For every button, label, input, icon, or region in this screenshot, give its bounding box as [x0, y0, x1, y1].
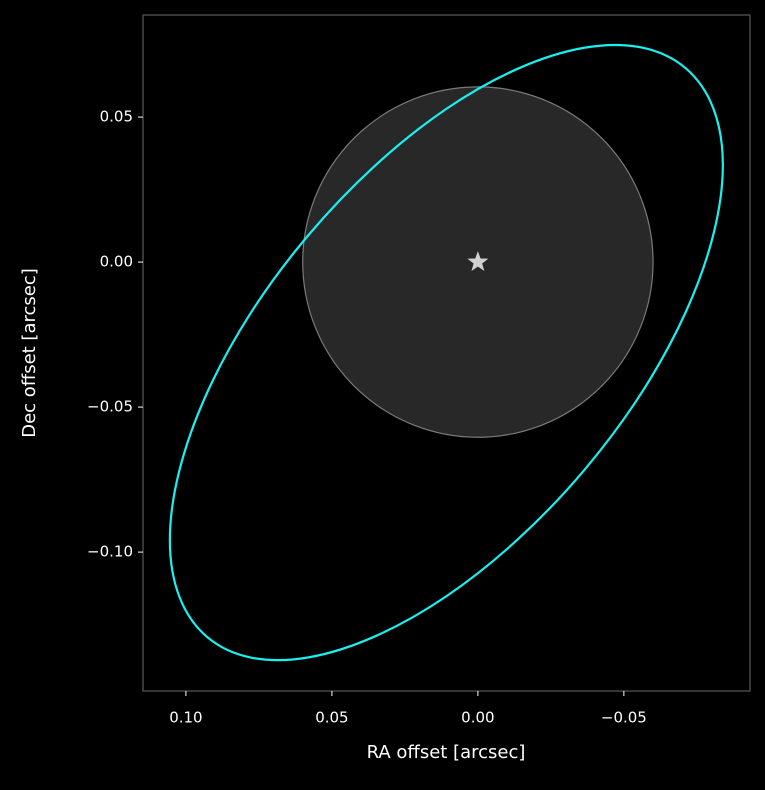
- x-axis-label: RA offset [arcsec]: [367, 742, 526, 763]
- y-axis-label: Dec offset [arcsec]: [19, 268, 40, 438]
- orbit-line: [168, 43, 724, 662]
- x-tick-label: 0.05: [315, 709, 348, 727]
- star-marker: [467, 251, 489, 271]
- x-tick-label: 0.10: [169, 709, 202, 727]
- x-tick-label: −0.05: [601, 709, 647, 727]
- x-tick-label: 0.00: [461, 709, 494, 727]
- y-tick-label: −0.10: [87, 543, 133, 561]
- y-tick-label: 0.05: [100, 108, 133, 126]
- y-tick-label: −0.05: [87, 398, 133, 416]
- y-tick-label: 0.00: [100, 253, 133, 271]
